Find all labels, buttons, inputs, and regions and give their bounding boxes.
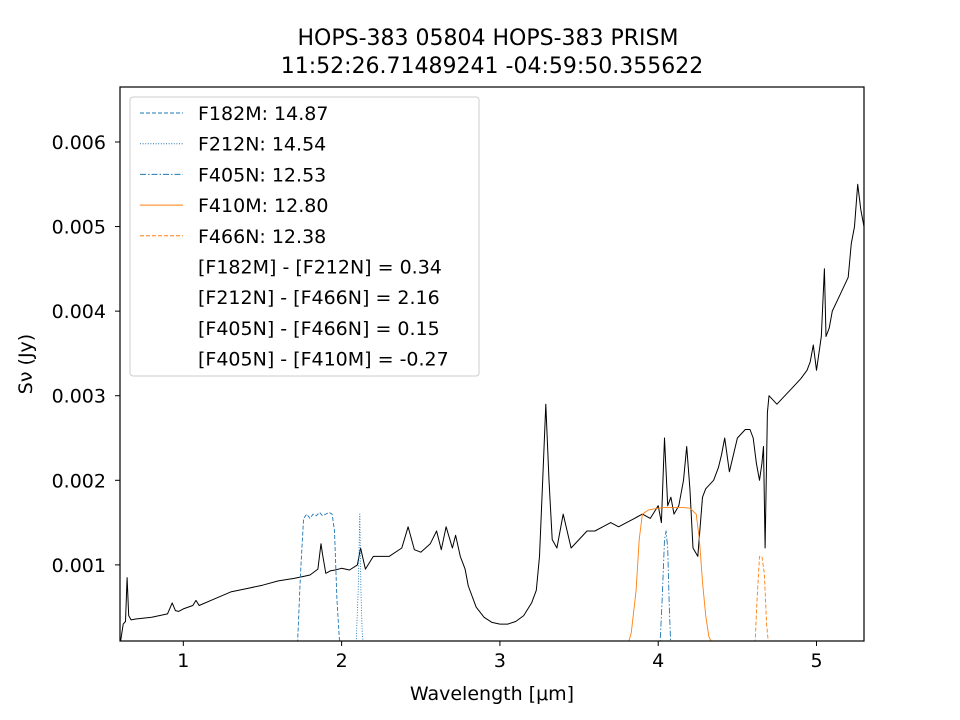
legend-label-4: F466N: 12.38 bbox=[198, 226, 326, 248]
plot-frame bbox=[119, 86, 865, 642]
legend-label-1: F212N: 14.54 bbox=[198, 134, 326, 156]
legend-label-3: F410M: 12.80 bbox=[198, 195, 328, 217]
series-line-0 bbox=[120, 183, 864, 641]
legend-label-2: F405N: 12.53 bbox=[198, 164, 326, 186]
y-tick-label-2: 0.003 bbox=[52, 386, 106, 408]
y-axis-ticks: 0.001 0.002 0.003 0.004 0.005 0.006 bbox=[52, 132, 120, 577]
y-tick-label-5: 0.006 bbox=[52, 132, 106, 154]
chart-title-line2: 11:52:26.71489241 -04:59:50.355622 bbox=[281, 54, 704, 79]
series-line-2 bbox=[355, 513, 364, 641]
series-line-3 bbox=[628, 506, 712, 641]
legend-label-6: [F212N] - [F466N] = 2.16 bbox=[198, 287, 440, 309]
y-axis-label: Sν (Jy) bbox=[15, 334, 37, 394]
x-tick-label-2: 3 bbox=[494, 650, 506, 672]
x-tick-label-3: 4 bbox=[652, 650, 664, 672]
y-tick-label-3: 0.004 bbox=[52, 301, 106, 323]
y-tick-label-0: 0.001 bbox=[52, 555, 106, 577]
legend-label-5: [F182M] - [F212N] = 0.34 bbox=[198, 257, 442, 279]
legend-label-0: F182M: 14.87 bbox=[198, 103, 328, 125]
legend-label-7: [F405N] - [F466N] = 0.15 bbox=[198, 318, 440, 340]
legend-label-8: [F405N] - [F410M] = -0.27 bbox=[198, 349, 449, 371]
x-tick-label-4: 5 bbox=[810, 650, 822, 672]
y-tick-label-4: 0.005 bbox=[52, 217, 106, 239]
series-layer bbox=[120, 183, 864, 641]
x-tick-label-1: 2 bbox=[336, 650, 348, 672]
series-line-4 bbox=[659, 530, 672, 641]
x-axis-ticks: 1 2 3 4 5 bbox=[177, 641, 823, 672]
x-tick-label-0: 1 bbox=[177, 650, 189, 672]
y-tick-label-1: 0.002 bbox=[52, 470, 106, 492]
chart-title-line1: HOPS-383 05804 HOPS-383 PRISM bbox=[298, 26, 679, 51]
series-line-1 bbox=[297, 511, 340, 641]
legend-box bbox=[129, 96, 480, 377]
series-line-5 bbox=[754, 555, 769, 641]
legend: F182M: 14.87 F212N: 14.54 F405N: 12.53 F410… bbox=[129, 96, 480, 377]
x-axis-label: Wavelength [μm] bbox=[410, 683, 574, 705]
